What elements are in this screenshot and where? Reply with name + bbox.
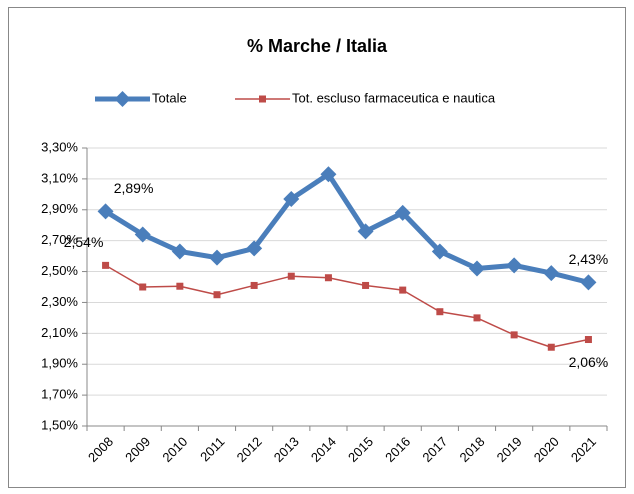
legend-label: Tot. escluso farmaceutica e nautica — [292, 90, 496, 105]
point — [250, 281, 258, 289]
point — [102, 261, 110, 269]
point — [176, 282, 184, 290]
series-line — [105, 264, 589, 348]
y-tick-label: 1,50% — [41, 417, 78, 432]
point — [506, 257, 523, 274]
data-label: 2,89% — [114, 180, 154, 196]
point — [171, 243, 188, 260]
point — [114, 91, 131, 107]
y-tick-label: 3,30% — [41, 139, 78, 154]
data-label: 2,06% — [569, 354, 609, 370]
point — [510, 331, 518, 339]
point — [320, 166, 337, 183]
data-label: 2,54% — [64, 234, 104, 250]
point — [469, 260, 485, 277]
point — [394, 204, 411, 221]
point — [324, 274, 332, 282]
y-tick-label: 1,90% — [41, 356, 78, 371]
point — [584, 336, 592, 344]
legend-label: Totale — [152, 90, 187, 105]
y-tick-label: 1,70% — [41, 387, 78, 402]
point — [473, 314, 481, 322]
point — [134, 226, 151, 243]
point — [543, 265, 560, 282]
y-tick-label: 2,50% — [41, 263, 78, 278]
point — [547, 343, 555, 351]
chart-title: % Marche / Italia — [247, 36, 388, 56]
point — [97, 203, 114, 220]
point — [287, 272, 295, 280]
point — [436, 308, 444, 316]
point — [139, 283, 147, 291]
y-tick-label: 3,10% — [41, 170, 78, 185]
data-label: 2,43% — [569, 251, 609, 267]
y-tick-label: 2,70% — [41, 232, 78, 247]
y-tick-label: 2,30% — [41, 294, 78, 309]
point — [580, 274, 597, 291]
point — [357, 223, 374, 240]
point — [399, 286, 407, 294]
point — [431, 243, 448, 260]
chart-border — [8, 7, 626, 488]
y-tick-label: 2,10% — [41, 325, 78, 340]
y-tick-label: 2,90% — [41, 201, 78, 216]
point — [209, 249, 225, 266]
point — [259, 95, 266, 103]
point — [362, 281, 370, 289]
point — [246, 240, 263, 257]
point — [283, 190, 300, 207]
point — [213, 291, 221, 299]
